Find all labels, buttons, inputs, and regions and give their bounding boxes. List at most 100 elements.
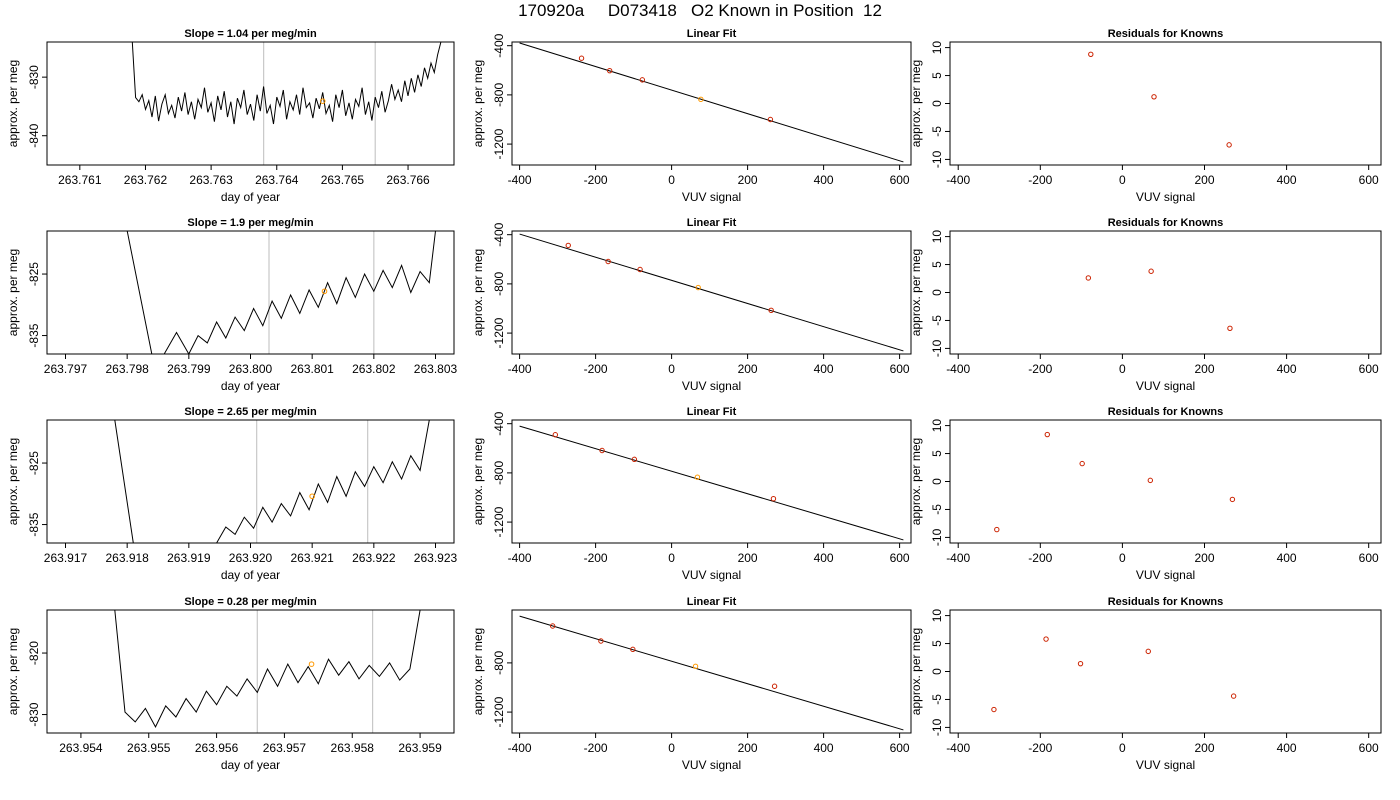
y-tick-label: 5 [930, 640, 944, 647]
x-tick-label: 263.956 [195, 741, 239, 755]
plot-area [1085, 268, 1233, 331]
x-axis-label: VUV signal [1136, 758, 1195, 772]
x-axis-label: VUV signal [1136, 568, 1195, 582]
y-tick-label: -5 [930, 315, 944, 326]
series-line [114, 610, 421, 728]
x-axis-label: VUV signal [682, 568, 741, 582]
x-tick-label: 263.922 [352, 551, 396, 565]
data-point [637, 266, 643, 273]
y-tick-label: -10 [930, 528, 944, 546]
x-tick-label: 263.799 [167, 362, 211, 376]
data-point [630, 646, 636, 653]
plot-area [991, 636, 1237, 713]
highlight-point [692, 663, 699, 670]
x-tick-label: 400 [814, 173, 834, 187]
x-tick-label: 400 [1277, 173, 1297, 187]
x-tick-label: 263.958 [331, 741, 375, 755]
x-tick-label: 263.802 [352, 362, 396, 376]
x-tick-label: 600 [1359, 362, 1379, 376]
x-tick-label: 0 [668, 173, 675, 187]
y-tick-label: -800 [492, 272, 506, 296]
data-point [1088, 51, 1094, 57]
y-axis-label: approx. per meg [909, 628, 923, 715]
x-tick-label: 263.763 [189, 173, 233, 187]
data-point [639, 77, 646, 83]
y-axis-label: approx. per meg [6, 438, 20, 525]
panel-title: Linear Fit [687, 217, 737, 229]
x-tick-label: 263.762 [124, 173, 168, 187]
x-tick-label: 0 [1119, 362, 1126, 376]
y-tick-label: -825 [27, 451, 41, 475]
panel-r2-fit: Linear Fit -400 -200 0 200 400 600 -400 -800 -120… [471, 217, 912, 393]
x-tick-label: 400 [1277, 551, 1297, 565]
data-point [994, 526, 1000, 533]
data-point [1145, 648, 1151, 655]
y-tick-label: 10 [930, 419, 944, 433]
data-point [1148, 268, 1154, 274]
x-axis-label: day of year [221, 568, 280, 582]
data-point [771, 683, 778, 689]
x-axis-label: day of year [221, 190, 280, 204]
data-point [770, 496, 777, 502]
x-tick-label: -200 [584, 741, 608, 755]
panel-r3-residuals: Residuals for Knowns -400 -200 0 200 400 600 10… [909, 406, 1382, 582]
x-tick-label: 200 [738, 741, 758, 755]
y-tick-label: -10 [930, 718, 944, 736]
plot-area [519, 615, 904, 731]
panel-r1-residuals: Residuals for Knowns -400 -200 0 200 400 600 10… [909, 28, 1382, 204]
y-tick-label: 5 [930, 450, 944, 457]
y-tick-label: -835 [27, 512, 41, 536]
plot-area [114, 420, 430, 543]
x-tick-label: 263.797 [44, 362, 88, 376]
plot-frame [949, 230, 1382, 355]
y-tick-label: 10 [930, 41, 944, 55]
data-point [767, 116, 774, 123]
y-tick-label: 0 [930, 289, 944, 296]
fit-line [519, 615, 904, 731]
panel-title: Linear Fit [687, 28, 737, 40]
highlight-point [321, 288, 328, 295]
y-axis-label: approx. per meg [6, 60, 20, 147]
panel-r1-timeseries: Slope = 1.04 per meg/min 263.761 263.762 26… [6, 28, 455, 204]
plot-area [519, 42, 904, 163]
data-point [768, 307, 774, 314]
x-tick-label: -200 [584, 173, 608, 187]
plot-frame [46, 419, 455, 544]
panel-r2-timeseries: Slope = 1.9 per meg/min 263.797 263.798 263… [6, 217, 458, 393]
x-tick-label: 263.955 [127, 741, 171, 755]
y-tick-label: -5 [930, 504, 944, 515]
panel-title: Slope = 1.9 per meg/min [187, 217, 314, 229]
panel-r3-timeseries: Slope = 2.65 per meg/min 263.917 263.918 26… [6, 406, 458, 582]
plot-frame [46, 230, 455, 355]
x-tick-label: 0 [668, 362, 675, 376]
y-tick-label: -840 [27, 123, 41, 147]
panel-title: Slope = 0.28 per meg/min [184, 596, 317, 608]
x-tick-label: 600 [1359, 741, 1379, 755]
y-axis-label: approx. per meg [471, 60, 485, 147]
y-tick-label: -1200 [492, 696, 506, 727]
data-point [605, 258, 611, 265]
x-tick-label: 263.923 [414, 551, 458, 565]
x-tick-label: 600 [890, 173, 910, 187]
y-tick-label: -800 [492, 651, 506, 675]
plot-frame [949, 41, 1382, 166]
highlight-point [694, 474, 701, 480]
series-line [126, 231, 436, 354]
x-tick-label: 0 [668, 551, 675, 565]
plot-area [131, 42, 442, 165]
data-point [1151, 94, 1157, 100]
panel-title: Residuals for Knowns [1108, 406, 1224, 418]
x-axis-label: VUV signal [1136, 379, 1195, 393]
data-point [549, 623, 556, 629]
y-tick-label: 10 [930, 230, 944, 244]
y-tick-label: -800 [492, 461, 506, 485]
plot-frame [46, 609, 455, 734]
x-tick-label: -200 [584, 362, 608, 376]
y-tick-label: -830 [27, 65, 41, 89]
x-axis-label: VUV signal [682, 190, 741, 204]
y-tick-label: 10 [930, 609, 944, 623]
plot-area [114, 610, 421, 733]
x-tick-label: 0 [1119, 551, 1126, 565]
y-tick-label: -1200 [492, 317, 506, 348]
x-axis-label: VUV signal [1136, 190, 1195, 204]
